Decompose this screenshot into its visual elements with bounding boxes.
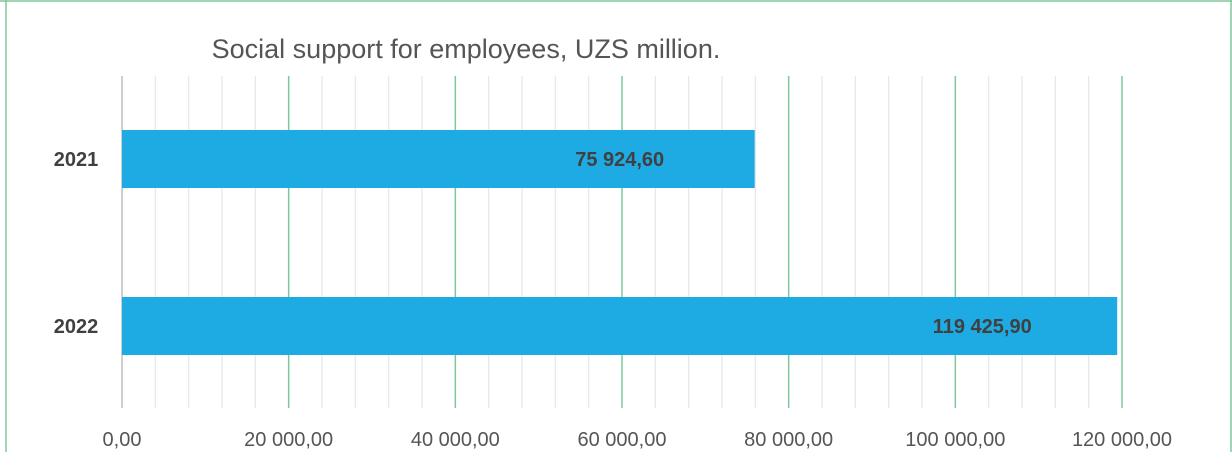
x-tick-label: 20 000,00 <box>244 429 333 451</box>
data-label: 75 924,60 <box>575 149 664 171</box>
bar-2022 <box>122 297 1118 355</box>
bar-2021 <box>122 130 755 188</box>
grid-layer <box>121 76 1123 408</box>
category-label: 2021 <box>54 149 99 171</box>
x-tick-label: 60 000,00 <box>578 429 667 451</box>
x-tick-label: 0,00 <box>103 429 142 451</box>
category-label: 2022 <box>54 316 99 338</box>
x-tick-label: 80 000,00 <box>744 429 833 451</box>
data-label: 119 425,90 <box>933 316 1032 338</box>
x-tick-label: 120 000,00 <box>1072 429 1172 451</box>
x-tick-label: 100 000,00 <box>905 429 1005 451</box>
chart-title: Social support for employees, UZS millio… <box>212 34 721 64</box>
label-layer: 0,00 20 000,00 40 000,00 60 000,00 80 000,00… <box>54 149 1172 451</box>
bar-layer <box>122 130 1118 355</box>
x-tick-label: 40 000,00 <box>411 429 500 451</box>
